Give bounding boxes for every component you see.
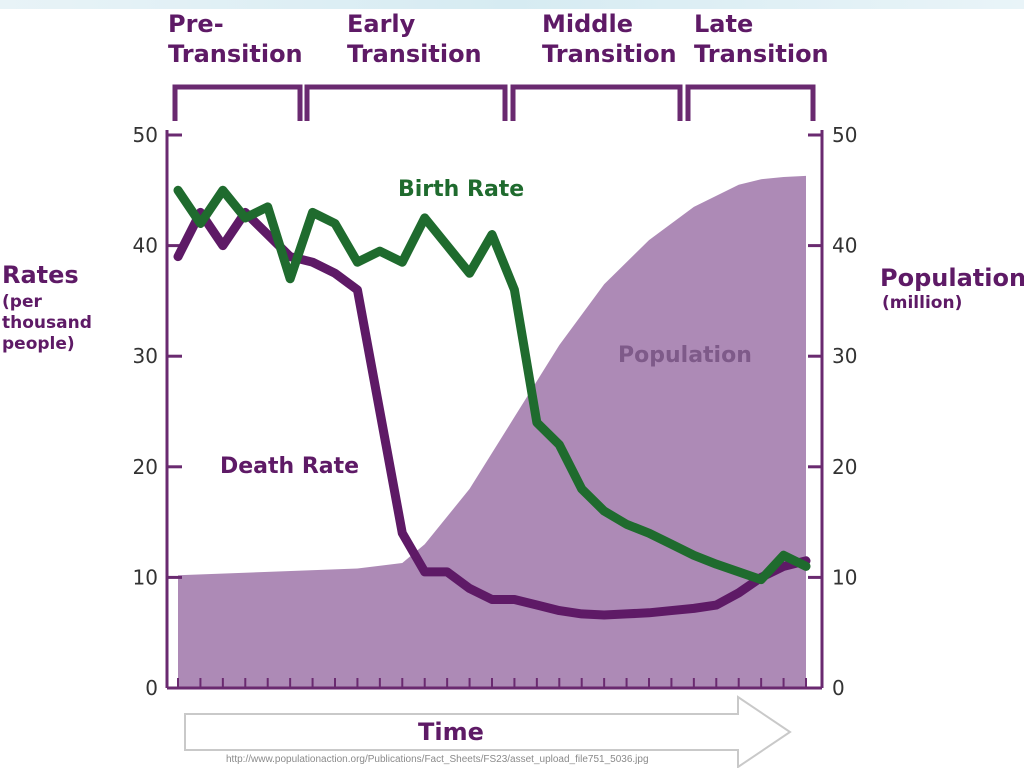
population-label: Population (618, 343, 752, 368)
left-tick-label: 30 (133, 344, 158, 368)
death-rate-label: Death Rate (220, 454, 359, 479)
stage-bracket (685, 84, 816, 121)
x-axis-title: Time (418, 718, 484, 746)
stage-bracket (304, 84, 508, 121)
right-tick-label: 30 (832, 344, 857, 368)
stage-bracket (172, 84, 303, 121)
stage-label: Middle Transition (542, 10, 677, 68)
stage-bracket (510, 84, 683, 121)
right-tick-label: 40 (832, 234, 857, 258)
left-axis-subtitle: (per thousand people) (2, 292, 92, 354)
right-tick-label: 20 (832, 455, 857, 479)
left-axis-ticks: 0 10 20 30 40 50 (133, 123, 182, 700)
birth-rate-label: Birth Rate (398, 177, 524, 202)
top-decor-stripe (0, 0, 1024, 9)
stage-label: Early Transition (347, 10, 482, 68)
right-axis-title: Population (880, 264, 1024, 292)
birth-rate-line (173, 185, 811, 585)
stage-label: Late Transition (694, 10, 829, 68)
stage-label: Pre-Transition (168, 10, 303, 68)
left-tick-label: 50 (133, 123, 158, 147)
left-tick-label: 10 (133, 565, 158, 589)
left-tick-label: 20 (133, 455, 158, 479)
left-tick-label: 40 (133, 234, 158, 258)
time-arrow-shape (184, 695, 792, 768)
stage-brackets: Pre-Transition Early Transition Middle Trans… (168, 10, 829, 121)
right-axis-ticks: 0 10 20 30 40 50 (808, 123, 857, 700)
right-axis-subtitle: (million) (882, 293, 962, 313)
left-axis-title: Rates (2, 261, 79, 289)
source-url-note: http://www.populationaction.org/Publicat… (226, 754, 649, 765)
left-tick-label: 0 (145, 676, 158, 700)
right-tick-label: 0 (832, 676, 845, 700)
right-tick-label: 50 (832, 123, 857, 147)
right-tick-label: 10 (832, 565, 857, 589)
x-axis-ticks (177, 678, 807, 688)
population-area (178, 175, 806, 688)
